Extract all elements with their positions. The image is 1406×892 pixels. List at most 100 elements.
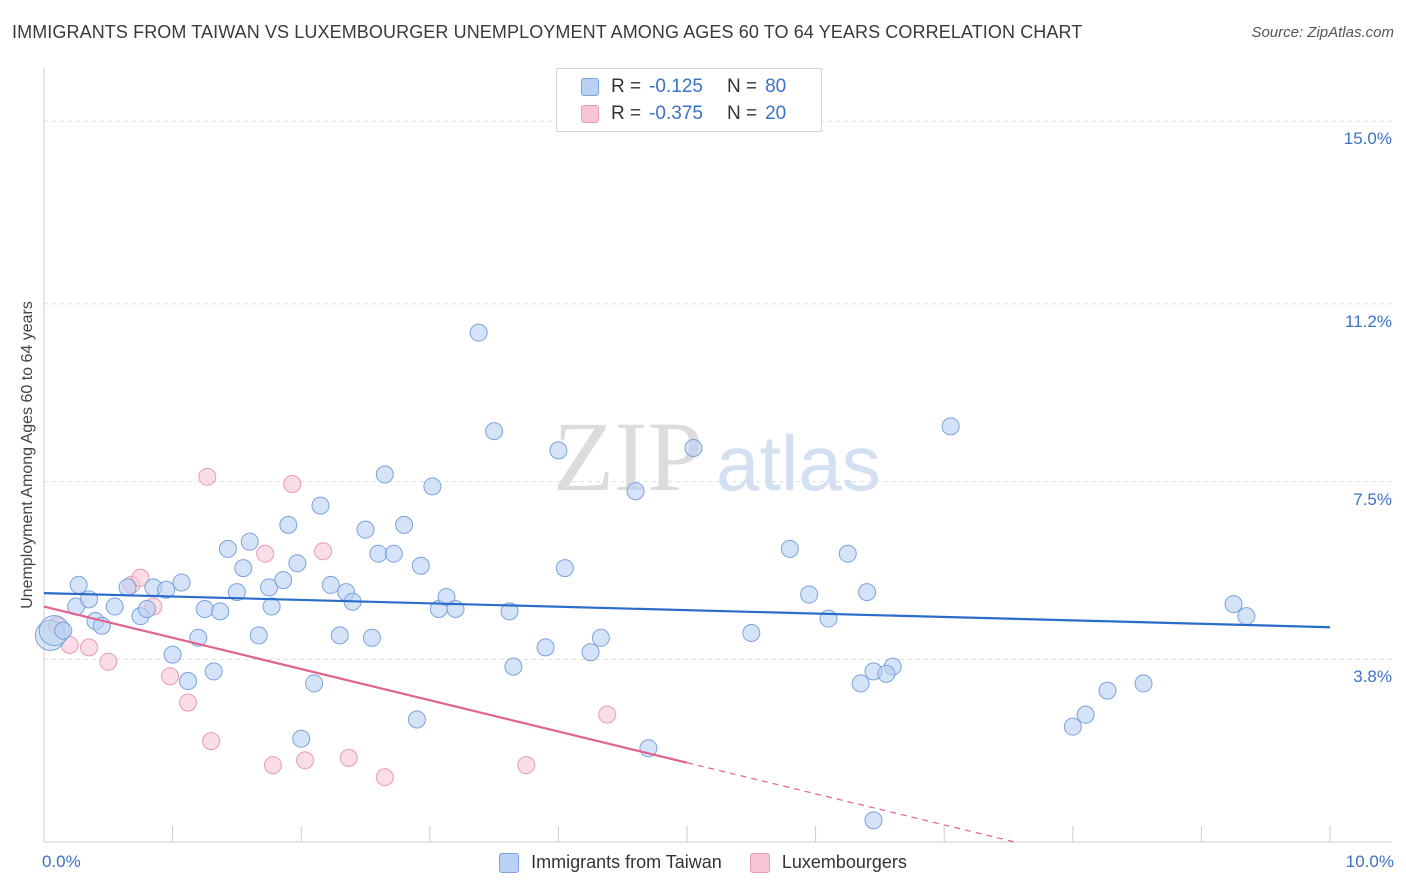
luxembourger-point bbox=[375, 768, 394, 787]
taiwan-point bbox=[536, 638, 555, 657]
taiwan-point bbox=[204, 662, 223, 681]
taiwan-point bbox=[330, 626, 349, 645]
taiwan-point bbox=[1237, 607, 1256, 626]
taiwan-point bbox=[311, 496, 330, 515]
taiwan-point bbox=[742, 623, 761, 642]
taiwan-point bbox=[800, 585, 819, 604]
luxembourgers-swatch bbox=[581, 105, 599, 123]
taiwan-point bbox=[780, 539, 799, 558]
taiwan-point bbox=[851, 674, 870, 693]
taiwan-point bbox=[1224, 595, 1243, 614]
luxembourger-point bbox=[314, 542, 333, 561]
legend-n-value-taiwan: 80 bbox=[765, 76, 787, 97]
taiwan-point bbox=[626, 482, 645, 501]
taiwan-point bbox=[288, 554, 307, 573]
taiwan-point bbox=[369, 544, 388, 563]
taiwan-point bbox=[362, 628, 381, 647]
luxembourger-point bbox=[263, 756, 282, 775]
legend-row-luxembourgers: R = -0.375 N = 20 bbox=[581, 101, 786, 127]
taiwan-point bbox=[211, 602, 230, 621]
y-tick-label: 11.2% bbox=[1345, 311, 1392, 331]
taiwan-point bbox=[858, 583, 877, 602]
luxembourger-point bbox=[202, 732, 221, 751]
taiwan-point bbox=[105, 597, 124, 616]
luxembourger-point bbox=[517, 756, 536, 775]
y-tick-label: 3.8% bbox=[1353, 667, 1392, 687]
luxembourger-point bbox=[131, 568, 150, 587]
taiwan-point bbox=[227, 583, 246, 602]
taiwan-point bbox=[395, 515, 414, 534]
taiwan-point bbox=[305, 674, 324, 693]
taiwan-point bbox=[118, 578, 137, 597]
luxembourger-point bbox=[198, 467, 217, 486]
taiwan-point bbox=[469, 323, 488, 342]
taiwan-point bbox=[437, 587, 456, 606]
taiwan-point bbox=[274, 571, 293, 590]
legend-n-label: N = bbox=[726, 103, 758, 124]
taiwan-point bbox=[1076, 705, 1095, 724]
luxembourger-point bbox=[598, 705, 617, 724]
taiwan-legend-swatch bbox=[499, 852, 520, 873]
taiwan-point bbox=[262, 597, 281, 616]
legend-r-value-taiwan: -0.125 bbox=[649, 76, 703, 97]
taiwan-point bbox=[375, 465, 394, 484]
taiwan-point bbox=[356, 520, 375, 539]
luxembourger-point bbox=[80, 638, 99, 657]
taiwan-point bbox=[195, 599, 214, 618]
legend-r-label: R = bbox=[611, 76, 642, 97]
taiwan-points bbox=[34, 323, 1256, 830]
legend-n-value-luxembourgers: 20 bbox=[765, 103, 787, 124]
luxembourgers-points bbox=[47, 467, 617, 787]
source-label: Source: ZipAtlas.com bbox=[1251, 24, 1394, 41]
luxembourger-point bbox=[296, 751, 315, 770]
taiwan-point bbox=[407, 710, 426, 729]
x-tick-label: 0.0% bbox=[42, 852, 81, 871]
y-tick-label: 15.0% bbox=[1343, 129, 1392, 149]
taiwan-point bbox=[581, 643, 600, 662]
legend-r-value-luxembourgers: -0.375 bbox=[649, 103, 703, 124]
taiwan-point bbox=[384, 544, 403, 563]
taiwan-swatch bbox=[581, 78, 599, 96]
grid-lines bbox=[44, 120, 1392, 660]
taiwan-point bbox=[555, 559, 574, 578]
luxembourgers-trend-extension bbox=[686, 762, 1016, 843]
chart-title: IMMIGRANTS FROM TAIWAN VS LUXEMBOURGER U… bbox=[12, 22, 1083, 42]
correlation-legend: R = -0.125 N = 80 R = -0.375 N = 20 bbox=[556, 68, 822, 132]
legend-label-taiwan: Immigrants from Taiwan bbox=[531, 852, 722, 872]
legend-label-luxembourgers: Luxembourgers bbox=[781, 852, 907, 872]
luxembourgers-trend-line bbox=[43, 605, 688, 764]
luxembourger-point bbox=[179, 693, 198, 712]
taiwan-point bbox=[485, 422, 504, 441]
taiwan-point bbox=[234, 559, 253, 578]
taiwan-point bbox=[279, 515, 298, 534]
luxembourger-point bbox=[161, 667, 180, 686]
legend-n-label: N = bbox=[726, 76, 758, 97]
legend-item-taiwan: Immigrants from Taiwan bbox=[499, 852, 722, 873]
taiwan-point bbox=[157, 580, 176, 599]
taiwan-point bbox=[504, 657, 523, 676]
taiwan-point bbox=[500, 602, 519, 621]
taiwan-point bbox=[591, 628, 610, 647]
taiwan-point bbox=[684, 438, 703, 457]
y-tick-label: 7.5% bbox=[1353, 489, 1392, 509]
taiwan-point bbox=[941, 417, 960, 436]
taiwan-point bbox=[1098, 681, 1117, 700]
legend-r-label: R = bbox=[611, 103, 642, 124]
taiwan-point bbox=[411, 556, 430, 575]
taiwan-point bbox=[838, 544, 857, 563]
luxembourger-point bbox=[339, 748, 358, 767]
taiwan-point bbox=[423, 477, 442, 496]
axes bbox=[43, 68, 1392, 843]
taiwan-point bbox=[163, 645, 182, 664]
taiwan-point bbox=[179, 672, 198, 691]
taiwan-point bbox=[1063, 717, 1082, 736]
taiwan-point bbox=[549, 441, 568, 460]
taiwan-point bbox=[69, 575, 88, 594]
taiwan-point bbox=[1134, 674, 1153, 693]
taiwan-point bbox=[864, 811, 883, 830]
luxembourger-point bbox=[99, 652, 118, 671]
series-legend: Immigrants from Taiwan Luxembourgers bbox=[0, 852, 1406, 873]
luxembourgers-legend-swatch bbox=[749, 852, 770, 873]
luxembourger-point bbox=[256, 544, 275, 563]
